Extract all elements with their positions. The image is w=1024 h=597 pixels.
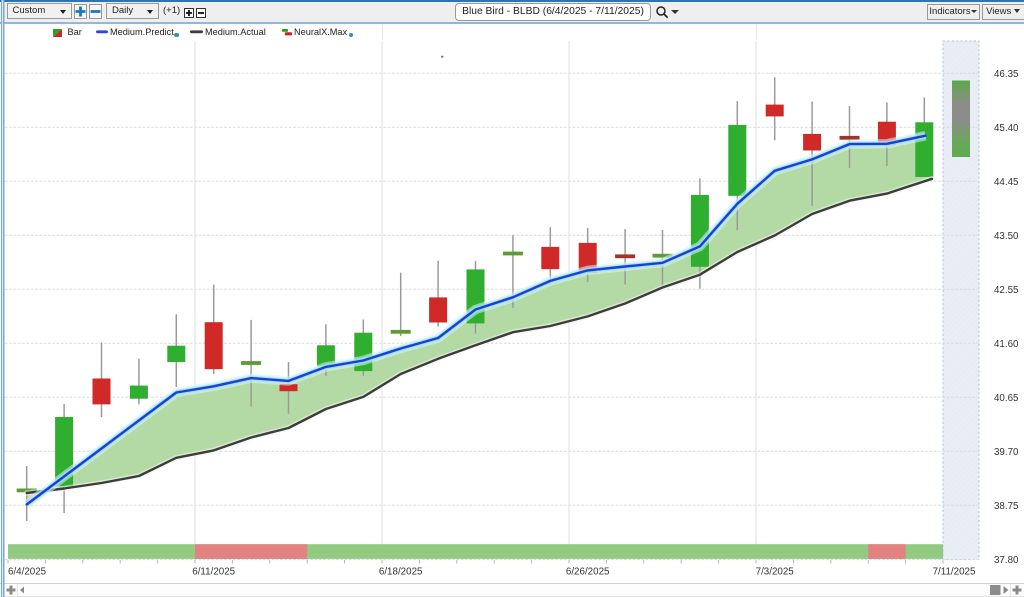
svg-text:6/4/2025: 6/4/2025: [8, 567, 47, 578]
svg-text:40.65: 40.65: [994, 393, 1019, 404]
svg-text:46.35: 46.35: [994, 69, 1019, 80]
svg-text:43.50: 43.50: [994, 231, 1019, 242]
svg-text:7/3/2025: 7/3/2025: [756, 567, 795, 578]
svg-text:37.80: 37.80: [994, 555, 1019, 566]
svg-text:39.70: 39.70: [994, 447, 1019, 458]
svg-text:41.60: 41.60: [994, 339, 1019, 350]
svg-text:6/11/2025: 6/11/2025: [192, 567, 235, 578]
svg-text:44.45: 44.45: [994, 177, 1019, 188]
svg-text:38.75: 38.75: [994, 501, 1019, 512]
svg-text:6/18/2025: 6/18/2025: [379, 567, 423, 578]
svg-text:45.40: 45.40: [994, 123, 1019, 134]
svg-text:42.55: 42.55: [994, 285, 1019, 296]
svg-text:7/11/2025: 7/11/2025: [933, 567, 976, 578]
svg-text:6/26/2025: 6/26/2025: [566, 567, 610, 578]
